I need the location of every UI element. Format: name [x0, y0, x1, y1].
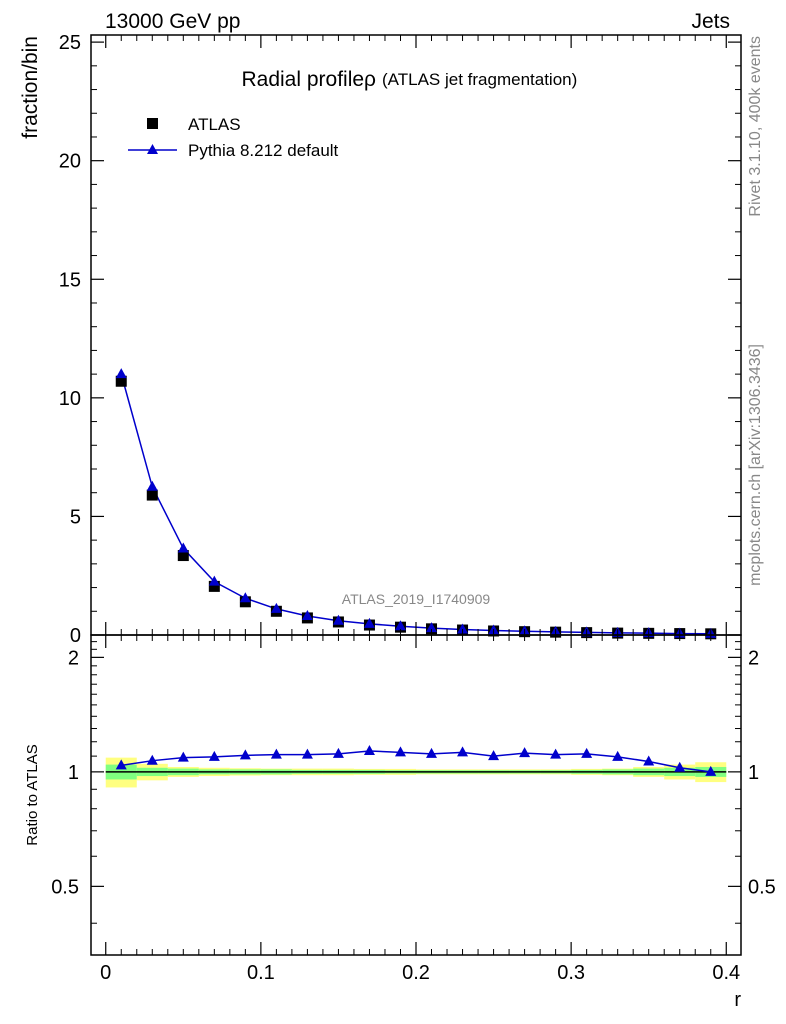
pythia-ratio-point	[426, 747, 438, 758]
pythia-point	[363, 617, 375, 628]
atlas-data-point	[146, 489, 158, 501]
pythia-ratio-point	[519, 747, 531, 758]
main-y-axis-label: fraction/bin	[19, 36, 42, 139]
legend-pythia-label: Pythia 8.212 default	[188, 141, 339, 160]
pythia-point	[115, 368, 127, 379]
plot-title-main: Radial profile	[241, 68, 364, 91]
pythia-point	[394, 620, 406, 631]
pythia-ratio-line	[121, 750, 711, 773]
pythia-ratio-point	[239, 749, 251, 760]
legend: ATLAS Pythia 8.212 default	[128, 115, 339, 160]
plot-title-text: Radial profileρ	[241, 68, 376, 91]
pythia-ratio-point	[612, 750, 624, 761]
pythia-ratio-point	[208, 750, 220, 761]
ratio-y-tick-label: 1	[68, 762, 79, 784]
main-y-tick-label: 5	[70, 506, 81, 528]
main-y-tick-label: 15	[59, 269, 81, 291]
pythia-point	[177, 542, 189, 553]
pythia-ratio-point	[332, 747, 344, 758]
rivet-version-label: Rivet 3.1.10, 400k events	[747, 36, 764, 217]
x-tick-label: 0.4	[712, 962, 740, 984]
header-process-label: Jets	[691, 10, 730, 33]
ratio-y-tick-label-right: 2	[748, 647, 759, 669]
ratio-y-axis: 0.5 0.5 1 1 2 2	[51, 641, 776, 924]
x-tick-label: 0	[100, 962, 111, 984]
main-y-tick-label: 20	[59, 151, 81, 173]
main-y-tick-label: 0	[70, 625, 81, 647]
pythia-point	[146, 480, 158, 491]
pythia-ratio-point	[146, 754, 158, 765]
analysis-id-label: ATLAS_2019_I1740909	[342, 591, 491, 607]
ratio-y-tick-label: 0.5	[51, 876, 79, 898]
x-tick-label: 0.3	[557, 962, 585, 984]
legend-atlas-marker	[147, 118, 158, 129]
pythia-ratio-point	[301, 748, 313, 759]
main-y-tick-label: 25	[59, 32, 81, 54]
atlas-data-point	[208, 580, 220, 592]
pythia-ratio-point	[705, 765, 717, 776]
ratio-plot-frame	[90, 634, 742, 956]
plot-title-symbol: ρ	[364, 68, 376, 91]
pythia-ratio-point	[363, 744, 375, 755]
pythia-ratio-point	[270, 748, 282, 759]
plot-subtitle: (ATLAS jet fragmentation)	[382, 70, 577, 89]
pythia-point	[457, 623, 469, 634]
plot-title: Radial profileρ (ATLAS jet fragmentation…	[241, 68, 577, 91]
pythia-point	[239, 592, 251, 603]
mcplots-reference-label: mcplots.cern.ch [arXiv:1306.3436]	[747, 344, 764, 586]
pythia-ratio-point	[177, 751, 189, 762]
atlas-data-point	[115, 375, 127, 387]
pythia-point	[301, 610, 313, 621]
pythia-ratio-point	[550, 748, 562, 759]
legend-pythia-marker	[147, 144, 158, 154]
x-tick-label: 0.2	[402, 962, 430, 984]
legend-atlas-label: ATLAS	[188, 115, 241, 134]
pythia-point	[208, 575, 220, 586]
pythia-point	[426, 622, 438, 633]
ratio-y-tick-label-right: 1	[748, 762, 759, 784]
ratio-y-tick-label: 2	[68, 647, 79, 669]
atlas-data-point	[177, 550, 189, 562]
main-y-axis: 0 5 10 15 20 25	[59, 32, 741, 647]
pythia-ratio-point	[394, 746, 406, 757]
ratio-x-axis: 0 0.1 0.2 0.3 0.4	[100, 635, 740, 984]
x-axis-label: r	[734, 989, 741, 1011]
pythia-point	[270, 602, 282, 613]
ratio-y-axis-label: Ratio to ATLAS	[24, 744, 41, 845]
header-beam-label: 13000 GeV pp	[105, 10, 240, 33]
main-plot-panel: 0 5 10 15 20 25 fraction/bin Radial profileρ …	[19, 32, 742, 647]
x-tick-label: 0.1	[247, 962, 275, 984]
main-x-axis	[105, 35, 727, 635]
ratio-plot-marks	[105, 744, 727, 788]
pythia-ratio-point	[643, 755, 655, 766]
pythia-ratio-point	[581, 747, 593, 758]
pythia-ratio-point	[488, 750, 500, 761]
pythia-ratio-point	[674, 761, 686, 772]
pythia-point	[332, 614, 344, 625]
main-y-tick-label: 10	[59, 388, 81, 410]
ratio-y-tick-label-right: 0.5	[748, 876, 776, 898]
pythia-ratio-point	[457, 746, 469, 757]
pythia-ratio-point	[115, 759, 127, 770]
ratio-plot-panel: 0.5 0.51 12 2 0 0.1 0.2 0.3 0.4 Ratio to ATLAS …	[24, 634, 776, 1011]
